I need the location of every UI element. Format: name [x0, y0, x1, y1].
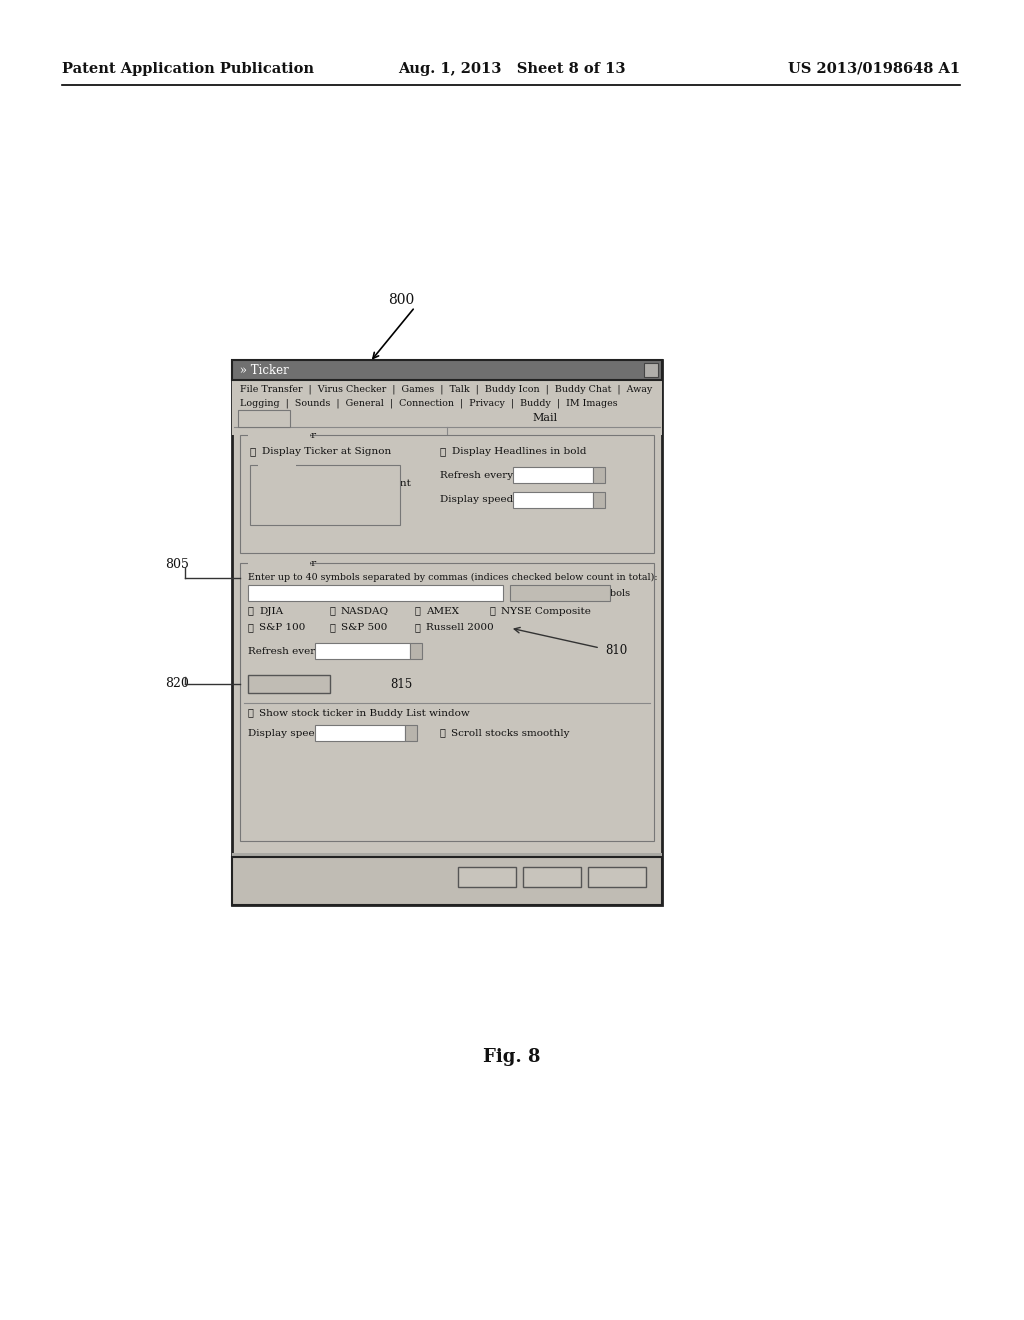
- Bar: [232, 360, 662, 380]
- Text: ☐: ☐: [440, 729, 445, 738]
- Text: ☑: ☑: [248, 709, 254, 718]
- Text: Russell 2000: Russell 2000: [426, 623, 494, 632]
- Text: AMEX: AMEX: [426, 606, 459, 615]
- Text: S&P 100: S&P 100: [259, 623, 305, 632]
- Text: DJIA: DJIA: [259, 606, 283, 615]
- Bar: [315, 725, 406, 741]
- Text: Medium: Medium: [317, 726, 360, 735]
- Text: ☑: ☑: [323, 500, 329, 510]
- Bar: [248, 585, 503, 601]
- Text: Enter up to 40 symbols separated by commas (indices checked below count in total: Enter up to 40 symbols separated by comm…: [248, 573, 657, 582]
- Text: ☑: ☑: [248, 606, 254, 615]
- Text: NYSE Composite: NYSE Composite: [501, 606, 591, 615]
- Text: ☑: ☑: [440, 447, 446, 457]
- Text: x: x: [648, 366, 654, 375]
- Text: ☐: ☐: [248, 623, 254, 632]
- Text: ☐: ☐: [250, 447, 256, 457]
- Text: Medium: Medium: [515, 492, 558, 502]
- Bar: [232, 857, 662, 906]
- Text: Cancel: Cancel: [531, 870, 572, 883]
- Text: S&P 500: S&P 500: [341, 623, 387, 632]
- Bar: [232, 853, 662, 857]
- Text: ▾: ▾: [414, 647, 419, 656]
- Bar: [248, 430, 310, 440]
- Bar: [232, 360, 662, 906]
- Text: Refresh every:: Refresh every:: [248, 647, 325, 656]
- Bar: [258, 459, 296, 470]
- Text: ▾: ▾: [409, 729, 414, 738]
- Text: ☐: ☐: [330, 623, 336, 632]
- Bar: [513, 492, 593, 508]
- Bar: [248, 558, 310, 568]
- Text: ☑: ☑: [255, 500, 261, 510]
- Text: OK: OK: [478, 870, 497, 883]
- Bar: [232, 380, 662, 436]
- Text: Display Headlines in bold: Display Headlines in bold: [452, 447, 587, 457]
- Bar: [240, 564, 654, 841]
- Text: ☑: ☑: [330, 606, 336, 615]
- Text: Apply: Apply: [600, 870, 634, 883]
- Bar: [644, 363, 658, 378]
- Text: Entertainment: Entertainment: [334, 479, 411, 487]
- Text: 815: 815: [390, 678, 413, 692]
- Text: Business: Business: [266, 500, 312, 510]
- Text: 810: 810: [605, 644, 628, 656]
- Text: 800: 800: [388, 293, 415, 308]
- Text: Look up ticker symbols: Look up ticker symbols: [515, 589, 630, 598]
- Text: ☑: ☑: [255, 479, 261, 487]
- Text: Fig. 8: Fig. 8: [483, 1048, 541, 1067]
- Text: Logging  |  Sounds  |  General  |  Connection  |  Privacy  |  Buddy  |  IM Image: Logging | Sounds | General | Connection …: [240, 399, 617, 408]
- Bar: [240, 436, 654, 553]
- Bar: [458, 867, 516, 887]
- Bar: [248, 675, 330, 693]
- Bar: [510, 585, 610, 601]
- Text: Scroll stocks smoothly: Scroll stocks smoothly: [451, 729, 569, 738]
- Text: Topics: Topics: [259, 461, 291, 470]
- Text: News Ticker: News Ticker: [250, 430, 316, 440]
- Text: ▾: ▾: [597, 470, 601, 479]
- Text: AOL,CMGI,IBM,MRK,YHOO: AOL,CMGI,IBM,MRK,YHOO: [250, 586, 398, 595]
- Text: Top News: Top News: [266, 479, 318, 487]
- Bar: [593, 467, 605, 483]
- Text: Display speed:: Display speed:: [248, 729, 325, 738]
- Text: Patent Application Publication: Patent Application Publication: [62, 62, 314, 77]
- Bar: [588, 867, 646, 887]
- Text: US 2013/0198648 A1: US 2013/0198648 A1: [787, 62, 961, 77]
- Bar: [523, 867, 581, 887]
- Text: 820: 820: [165, 677, 188, 690]
- Bar: [593, 492, 605, 508]
- Text: Aug. 1, 2013   Sheet 8 of 13: Aug. 1, 2013 Sheet 8 of 13: [398, 62, 626, 77]
- Bar: [410, 643, 422, 659]
- Text: 2 minutes: 2 minutes: [317, 644, 369, 653]
- Text: ☑: ☑: [490, 606, 496, 615]
- Text: Display Ticker at Signon: Display Ticker at Signon: [262, 447, 391, 457]
- Text: ▾: ▾: [597, 495, 601, 504]
- Text: Ticker: Ticker: [244, 412, 284, 424]
- Bar: [406, 725, 417, 741]
- Text: ☑: ☑: [323, 479, 329, 487]
- Text: File Transfer  |  Virus Checker  |  Games  |  Talk  |  Buddy Icon  |  Buddy Chat: File Transfer | Virus Checker | Games | …: [240, 385, 652, 395]
- Bar: [513, 467, 593, 483]
- Text: 805: 805: [165, 558, 188, 572]
- Text: Sports: Sports: [334, 500, 369, 510]
- Text: Refresh every:: Refresh every:: [440, 470, 517, 479]
- Bar: [238, 411, 290, 426]
- Text: ☑: ☑: [415, 606, 421, 615]
- Text: ☑: ☑: [415, 623, 421, 632]
- Text: NASDAQ: NASDAQ: [341, 606, 389, 615]
- Bar: [250, 465, 400, 525]
- Text: Mail: Mail: [532, 413, 557, 422]
- Text: Stock Alerts: Stock Alerts: [255, 678, 324, 689]
- Text: Stock Ticker: Stock Ticker: [250, 558, 316, 568]
- Text: Show stock ticker in Buddy List window: Show stock ticker in Buddy List window: [259, 709, 470, 718]
- Text: Display speed:: Display speed:: [440, 495, 517, 504]
- Bar: [315, 643, 410, 659]
- Text: 30 minutes: 30 minutes: [515, 469, 573, 477]
- Text: » Ticker: » Ticker: [236, 363, 289, 376]
